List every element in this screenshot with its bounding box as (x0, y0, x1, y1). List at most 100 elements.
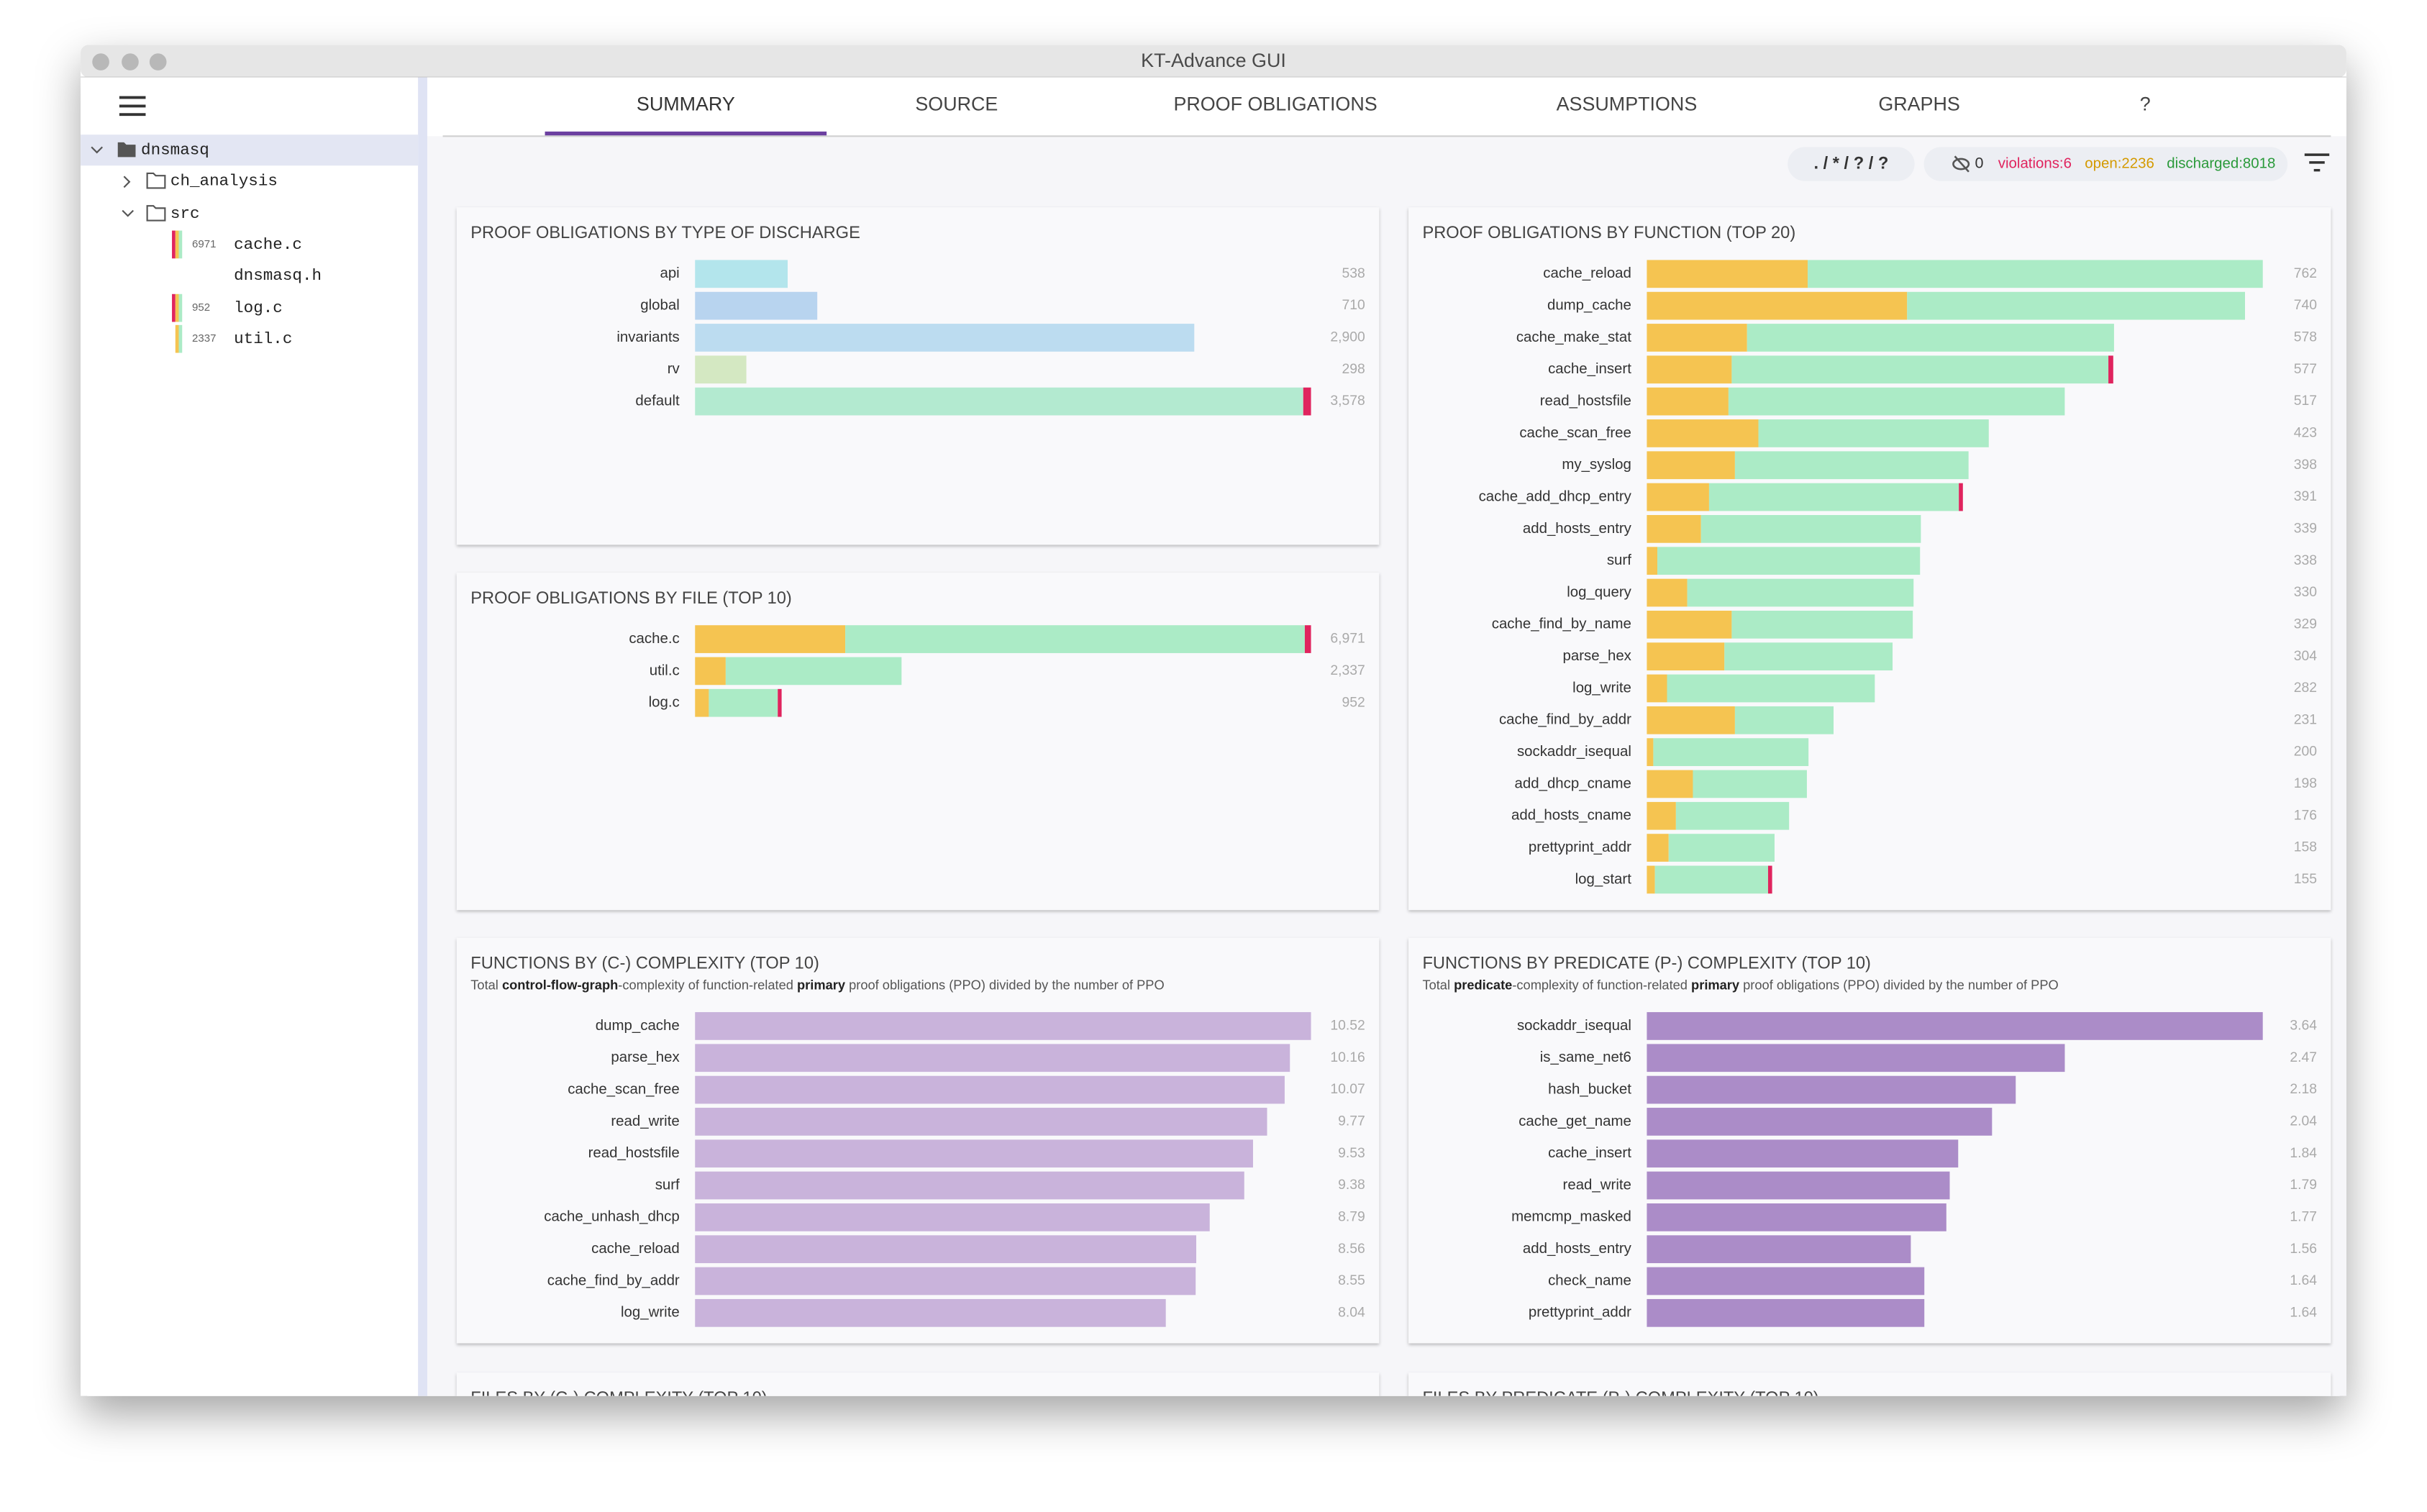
bar-value-label: 1.79 (2290, 1177, 2317, 1193)
file-po-count: 952 (192, 301, 210, 314)
category-label: read_write (611, 1113, 679, 1129)
chevron[interactable] (123, 176, 131, 188)
bar-segment (1647, 865, 1655, 894)
category-label: cache_get_name (1518, 1113, 1631, 1129)
bar-total-label: 740 (2294, 297, 2318, 313)
tree-label[interactable]: log.c (234, 299, 283, 317)
bar-segment (1647, 642, 1725, 671)
chart-panel (456, 573, 1380, 911)
bar-total-label: 952 (1342, 694, 1365, 710)
close-button[interactable] (92, 53, 109, 70)
open-count: open:2236 (2085, 155, 2154, 171)
category-label: hash_bucket (1548, 1081, 1631, 1097)
bar-total-label: 298 (1342, 361, 1365, 377)
category-label: memcmp_masked (1511, 1209, 1631, 1225)
category-label: cache_insert (1548, 1145, 1631, 1161)
bar-total-label: 577 (2294, 361, 2317, 377)
bar-segment (695, 291, 818, 320)
category-label: cache_scan_free (1519, 425, 1631, 441)
tab[interactable]: ? (2140, 93, 2151, 114)
tree-label[interactable]: cache.c (234, 235, 302, 254)
bar-value-label: 1.64 (2290, 1304, 2317, 1320)
category-label: invariants (616, 329, 679, 345)
bar-total-label: 200 (2294, 744, 2318, 760)
category-label: sockaddr_isequal (1517, 744, 1631, 760)
bar-total-label: 176 (2294, 807, 2317, 823)
category-label: cache_insert (1548, 361, 1631, 377)
bar (1647, 1139, 1959, 1168)
folder-icon (117, 142, 136, 158)
bar-segment (1767, 865, 1772, 894)
active-tab-indicator (545, 131, 827, 136)
category-label: util.c (650, 662, 680, 678)
category-label: cache_find_by_addr (547, 1272, 680, 1288)
chevron[interactable] (122, 209, 135, 217)
bar-total-label: 423 (2294, 425, 2317, 441)
bar-segment (1303, 387, 1311, 416)
bar-value-label: 10.07 (1330, 1081, 1365, 1097)
bar-segment (695, 324, 1195, 352)
bar-segment (1708, 483, 1959, 511)
bar-segment (695, 387, 1303, 416)
category-label: cache_unhash_dhcp (544, 1209, 679, 1225)
bar (695, 1235, 1197, 1264)
sidebar-splitter[interactable] (418, 77, 428, 1396)
bar-total-label: 391 (2294, 488, 2317, 504)
bar-value-label: 8.79 (1338, 1208, 1365, 1224)
tab[interactable]: SOURCE (915, 93, 998, 114)
category-label: add_hosts_entry (1523, 521, 1632, 537)
category-label: dump_cache (596, 1018, 680, 1034)
filter-menu-button[interactable] (2304, 153, 2330, 172)
category-label: cache.c (629, 631, 679, 647)
tab[interactable]: ASSUMPTIONS (1557, 93, 1698, 114)
category-label: cache_scan_free (568, 1081, 680, 1097)
subtitle-part: proof obligations (PPO) divided by the n… (1739, 977, 2059, 992)
bar (695, 1075, 1285, 1104)
tree-label[interactable]: dnsmasq.h (234, 266, 322, 285)
category-label: cache_make_stat (1516, 329, 1631, 345)
bar-value-label: 1.77 (2290, 1208, 2317, 1224)
bar (1647, 1108, 1993, 1136)
hidden-count: 0 (1975, 155, 1984, 172)
bar-segment (1647, 801, 1676, 830)
chart-title: FILES BY PREDICATE (P-) COMPLEXITY (TOP … (1422, 1389, 1818, 1408)
chart-subtitle: Total predicate-complexity of function-r… (1422, 977, 2058, 992)
file-status-stripe (172, 293, 176, 322)
chart-title: PROOF OBLIGATIONS BY FUNCTION (TOP 20) (1422, 224, 1795, 242)
bar-segment (845, 625, 1305, 653)
bar-total-label: 762 (2294, 265, 2317, 281)
chevron[interactable] (91, 146, 103, 154)
tree-label[interactable]: ch_analysis (170, 172, 278, 191)
bar-total-label: 330 (2294, 584, 2318, 600)
tree-label[interactable]: dnsmasq (141, 141, 209, 160)
bar (695, 1267, 1196, 1295)
zoom-button[interactable] (149, 53, 167, 70)
category-label: sockaddr_isequal (1517, 1018, 1631, 1034)
bar-value-label: 2.04 (2290, 1113, 2317, 1129)
chart-panel (456, 1372, 1380, 1396)
tab[interactable]: PROOF OBLIGATIONS (1173, 93, 1377, 114)
bar-value-label: 8.55 (1338, 1272, 1365, 1288)
bar-segment (1657, 547, 1921, 575)
selected-row[interactable] (81, 135, 419, 166)
bar (1647, 1203, 1946, 1231)
chart-subtitle: Total control-flow-graph-complexity of f… (470, 977, 1164, 992)
bar-total-label: 282 (2294, 680, 2317, 696)
bar-segment (1647, 260, 1808, 288)
tree-label[interactable]: util.c (234, 329, 292, 348)
filter-text[interactable]: . / * / ? / ? (1813, 154, 1888, 173)
bar-value-label: 2.18 (2290, 1081, 2317, 1097)
bar-total-label: 231 (2294, 711, 2317, 727)
tab[interactable]: SUMMARY (637, 93, 735, 114)
minimize-button[interactable] (122, 53, 139, 70)
filter-pill[interactable] (1788, 147, 1915, 181)
tree-label[interactable]: src (170, 204, 200, 223)
bar-segment (1687, 578, 1914, 607)
file-status-stripe (178, 293, 183, 322)
tab[interactable]: GRAPHS (1878, 93, 1960, 114)
menu-button[interactable] (119, 96, 146, 117)
bar-segment (709, 688, 778, 717)
bar-total-label: 339 (2294, 520, 2317, 536)
hidden-icon[interactable] (1952, 155, 1970, 173)
bar-segment (695, 657, 726, 686)
